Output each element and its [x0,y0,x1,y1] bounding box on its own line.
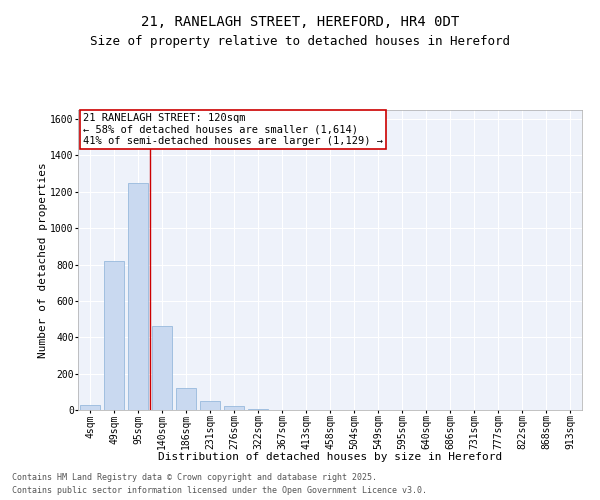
Text: Contains public sector information licensed under the Open Government Licence v3: Contains public sector information licen… [12,486,427,495]
Bar [176,388,196,410]
Bar [152,326,172,410]
Y-axis label: Number of detached properties: Number of detached properties [38,162,47,358]
Text: 21, RANELAGH STREET, HEREFORD, HR4 0DT: 21, RANELAGH STREET, HEREFORD, HR4 0DT [141,15,459,29]
Bar [200,401,220,410]
X-axis label: Distribution of detached houses by size in Hereford: Distribution of detached houses by size … [158,452,502,462]
Bar [104,261,124,410]
Bar [248,408,268,410]
Bar [224,406,244,410]
Text: Size of property relative to detached houses in Hereford: Size of property relative to detached ho… [90,35,510,48]
Text: Contains HM Land Registry data © Crown copyright and database right 2025.: Contains HM Land Registry data © Crown c… [12,474,377,482]
Bar [128,182,148,410]
Text: 21 RANELAGH STREET: 120sqm
← 58% of detached houses are smaller (1,614)
41% of s: 21 RANELAGH STREET: 120sqm ← 58% of deta… [83,113,383,146]
Bar [80,404,100,410]
